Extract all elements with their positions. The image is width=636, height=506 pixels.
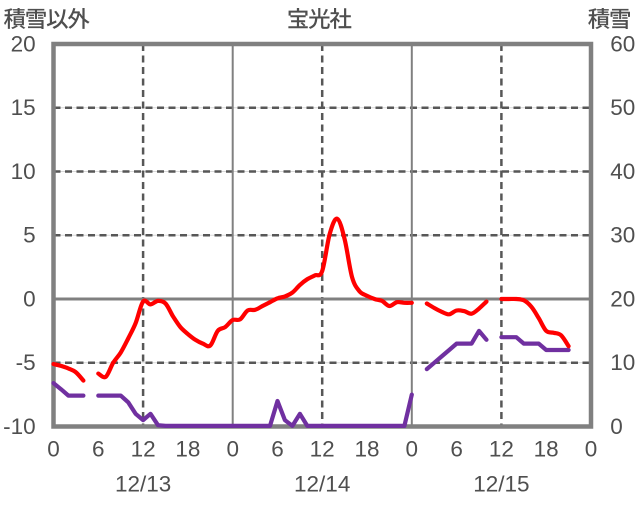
svg-text:12/15: 12/15 bbox=[473, 472, 529, 497]
svg-text:0: 0 bbox=[585, 437, 598, 462]
svg-text:18: 18 bbox=[175, 437, 200, 462]
svg-text:-5: -5 bbox=[16, 350, 36, 375]
svg-text:60: 60 bbox=[610, 31, 635, 56]
svg-text:10: 10 bbox=[11, 159, 36, 184]
svg-text:10: 10 bbox=[610, 350, 635, 375]
svg-text:12/14: 12/14 bbox=[294, 472, 350, 497]
svg-text:0: 0 bbox=[610, 414, 623, 439]
svg-text:-10: -10 bbox=[3, 414, 36, 439]
svg-text:12: 12 bbox=[489, 437, 514, 462]
svg-text:0: 0 bbox=[47, 437, 60, 462]
svg-text:0: 0 bbox=[226, 437, 239, 462]
svg-text:0: 0 bbox=[406, 437, 419, 462]
svg-text:50: 50 bbox=[610, 95, 635, 120]
svg-text:20: 20 bbox=[11, 31, 36, 56]
svg-text:6: 6 bbox=[450, 437, 463, 462]
svg-text:5: 5 bbox=[23, 223, 36, 248]
svg-text:12: 12 bbox=[131, 437, 156, 462]
svg-text:0: 0 bbox=[23, 286, 36, 311]
svg-text:12/13: 12/13 bbox=[115, 472, 171, 497]
svg-text:18: 18 bbox=[534, 437, 559, 462]
svg-text:40: 40 bbox=[610, 159, 635, 184]
svg-text:12: 12 bbox=[310, 437, 335, 462]
svg-text:18: 18 bbox=[354, 437, 379, 462]
svg-text:6: 6 bbox=[271, 437, 284, 462]
svg-text:6: 6 bbox=[92, 437, 105, 462]
svg-text:20: 20 bbox=[610, 286, 635, 311]
svg-text:15: 15 bbox=[11, 95, 36, 120]
svg-text:30: 30 bbox=[610, 223, 635, 248]
